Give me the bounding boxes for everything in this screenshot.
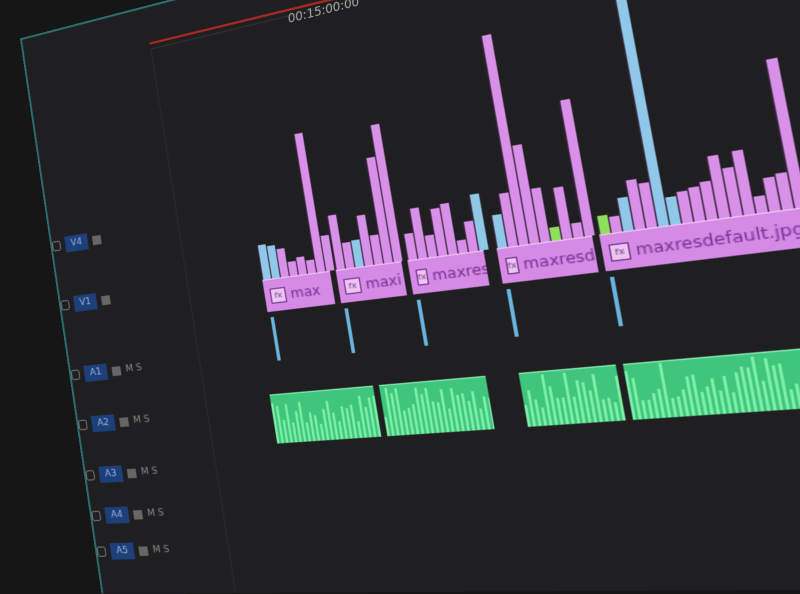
clip-name: max xyxy=(289,282,321,301)
sync-icon[interactable] xyxy=(119,417,129,427)
clip-name: maxres xyxy=(431,260,490,284)
video-clip[interactable]: fxmaxi xyxy=(336,261,407,303)
audio-clip[interactable] xyxy=(518,364,625,426)
tracks-area[interactable]: fxmaxfxmaxifxmaxresfxmaxresdefxmaxresdef… xyxy=(22,0,800,40)
track-header: V4 xyxy=(50,212,180,261)
lock-icon[interactable] xyxy=(52,241,62,252)
audio-clip[interactable] xyxy=(269,386,381,444)
track-header: A1 M S xyxy=(69,347,201,389)
sync-icon[interactable] xyxy=(133,509,143,519)
track-header: A4 M S xyxy=(90,496,225,530)
track-label[interactable]: A4 xyxy=(104,506,130,523)
sync-icon[interactable] xyxy=(111,366,121,376)
track-header: A3 M S xyxy=(84,453,218,490)
lock-icon[interactable] xyxy=(60,300,70,311)
track-header: A5 M S xyxy=(95,534,230,567)
fx-badge-icon: fx xyxy=(343,276,362,294)
lock-icon[interactable] xyxy=(78,420,88,431)
fx-badge-icon: fx xyxy=(415,268,428,285)
track-header: V1 xyxy=(59,274,190,319)
mute-solo-toggles[interactable]: M S xyxy=(147,508,165,519)
linked-clip-marker xyxy=(506,289,518,337)
audio-clip[interactable] xyxy=(379,376,495,436)
sync-icon[interactable] xyxy=(92,234,102,244)
linked-clip-marker xyxy=(417,300,429,346)
track-label[interactable]: A2 xyxy=(91,414,116,432)
clip-name: maxi xyxy=(364,271,402,291)
linked-clip-marker xyxy=(344,308,355,353)
sync-icon[interactable] xyxy=(138,546,148,556)
track-label[interactable]: V4 xyxy=(64,233,89,252)
clip-stack xyxy=(552,0,800,235)
lock-icon[interactable] xyxy=(71,369,81,380)
sync-icon[interactable] xyxy=(127,468,137,478)
linked-clip-marker xyxy=(271,317,281,361)
mute-solo-toggles[interactable]: M S xyxy=(133,414,151,426)
lock-icon[interactable] xyxy=(97,546,107,556)
track-label[interactable]: V1 xyxy=(73,293,98,312)
track-header: A2 M S xyxy=(77,400,210,439)
lock-icon[interactable] xyxy=(85,470,95,481)
mute-solo-toggles[interactable]: M S xyxy=(125,363,143,375)
track-label[interactable]: A3 xyxy=(98,465,124,483)
mute-solo-toggles[interactable]: M S xyxy=(152,545,170,556)
waveform-bar xyxy=(789,389,796,410)
track-headers: V4 V1 A1 M S A2 M S A3 M S A4 M S A5 M S xyxy=(28,48,236,593)
mute-solo-toggles[interactable]: M S xyxy=(140,466,158,477)
linked-clip-marker xyxy=(610,277,623,327)
track-label[interactable]: A1 xyxy=(83,363,108,381)
clip-name: maxresde xyxy=(522,245,599,272)
sync-icon[interactable] xyxy=(101,295,111,305)
fx-badge-icon: fx xyxy=(269,286,287,303)
fx-badge-icon: fx xyxy=(505,256,519,274)
lock-icon[interactable] xyxy=(91,511,101,522)
audio-clip[interactable] xyxy=(623,346,800,420)
fx-badge-icon: fx xyxy=(608,241,631,261)
timeline-panel: V4 V1 A1 M S A2 M S A3 M S A4 M S A5 M S… xyxy=(20,0,800,594)
track-label[interactable]: A5 xyxy=(109,543,135,560)
